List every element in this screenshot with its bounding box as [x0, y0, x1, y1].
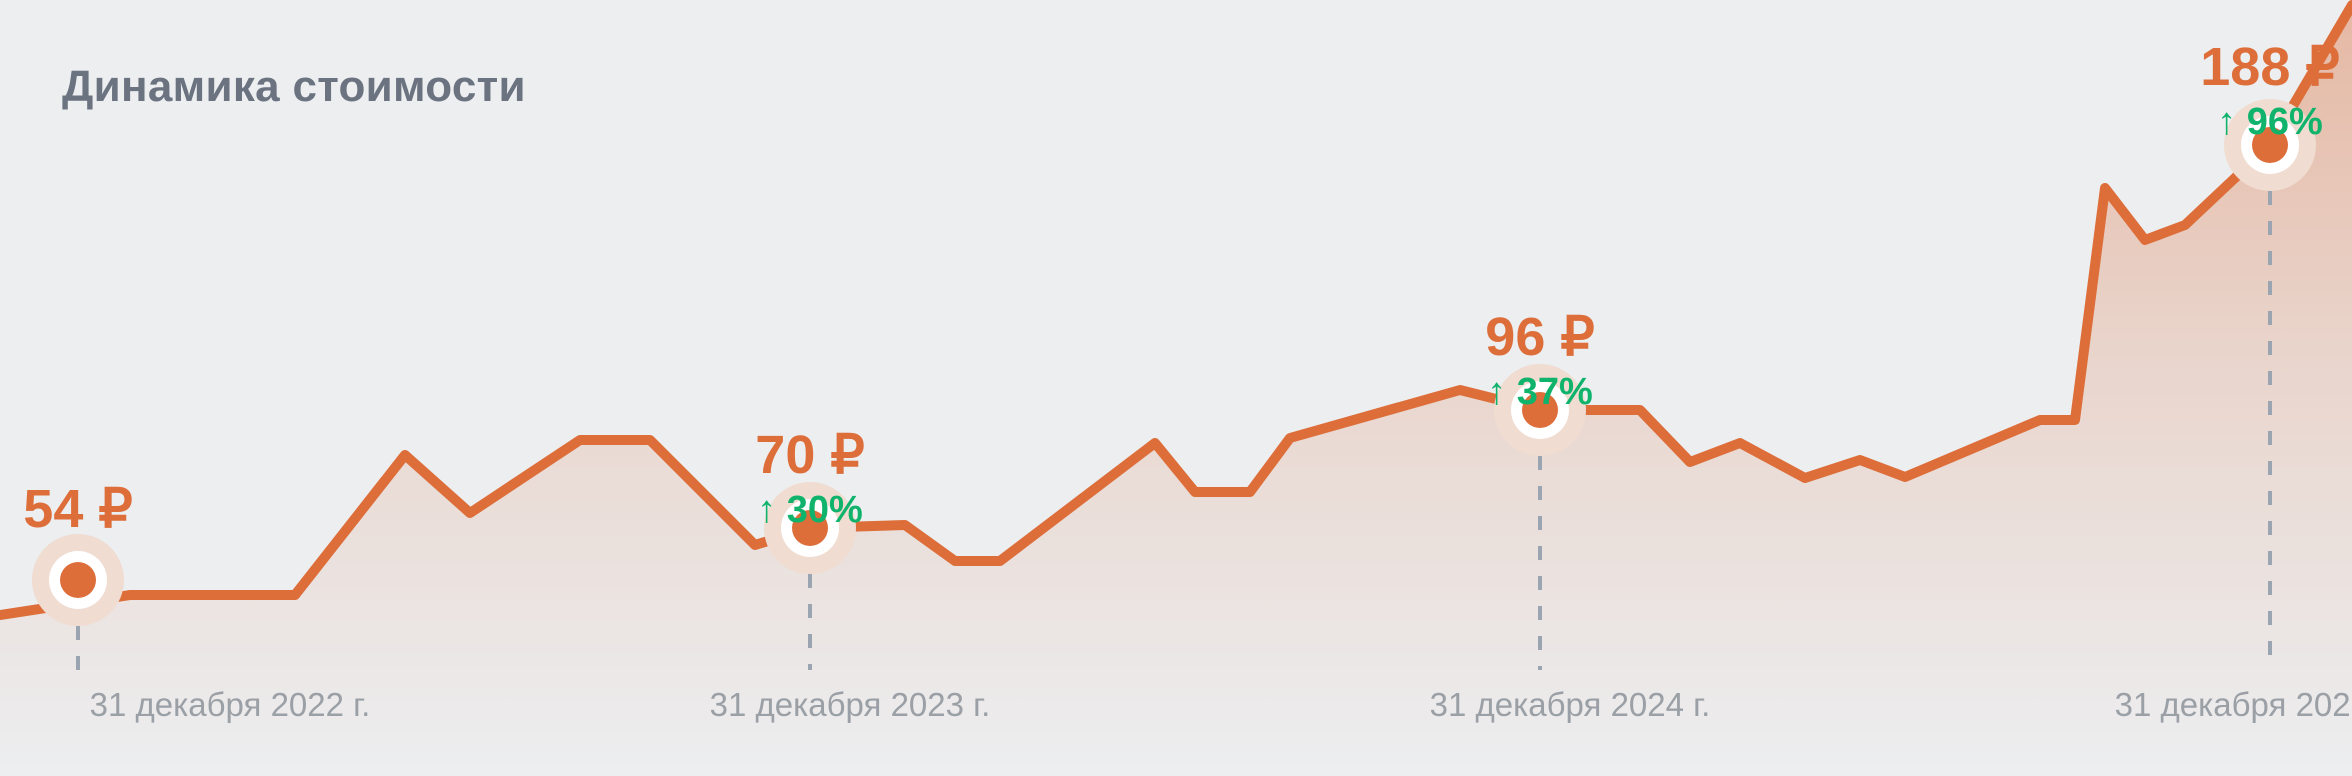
- data-label-delta: ↑ 96%: [2217, 101, 2323, 144]
- area-fill: [0, 5, 2352, 776]
- data-label-value: 54 ₽: [23, 479, 133, 539]
- marker-dot: [60, 562, 96, 598]
- data-label-2022: 54 ₽: [23, 479, 133, 539]
- data-label-2024: 96 ₽ ↑ 37%: [1485, 307, 1595, 415]
- data-label-value: 188 ₽: [2200, 37, 2340, 97]
- data-label-2023: 70 ₽ ↑ 30%: [755, 425, 865, 533]
- data-point-markers[interactable]: [32, 99, 2316, 626]
- data-label-2025: 188 ₽ ↑ 96%: [2200, 37, 2340, 145]
- price-line: [0, 0, 2352, 620]
- data-label-delta: ↑ 30%: [757, 489, 863, 532]
- x-axis-tick-label-2024: 31 декабря 2024 г.: [1429, 686, 1711, 723]
- data-label-value: 96 ₽: [1485, 307, 1595, 367]
- marker-dot: [1522, 392, 1558, 428]
- x-axis-tick-label-2023: 31 декабря 2023 г.: [709, 686, 991, 723]
- x-axis-tick-label-2022: 31 декабря 2022 г.: [89, 686, 371, 723]
- marker-guide-lines: [76, 191, 2272, 670]
- page-title: Динамика стоимости: [62, 62, 526, 111]
- x-axis-tick-label-2025: 31 декабря 2025 г.: [2114, 686, 2352, 723]
- marker-dot: [2252, 127, 2288, 163]
- data-label-value: 70 ₽: [755, 425, 865, 485]
- data-label-delta: ↑ 37%: [1487, 371, 1593, 414]
- marker-dot: [792, 510, 828, 546]
